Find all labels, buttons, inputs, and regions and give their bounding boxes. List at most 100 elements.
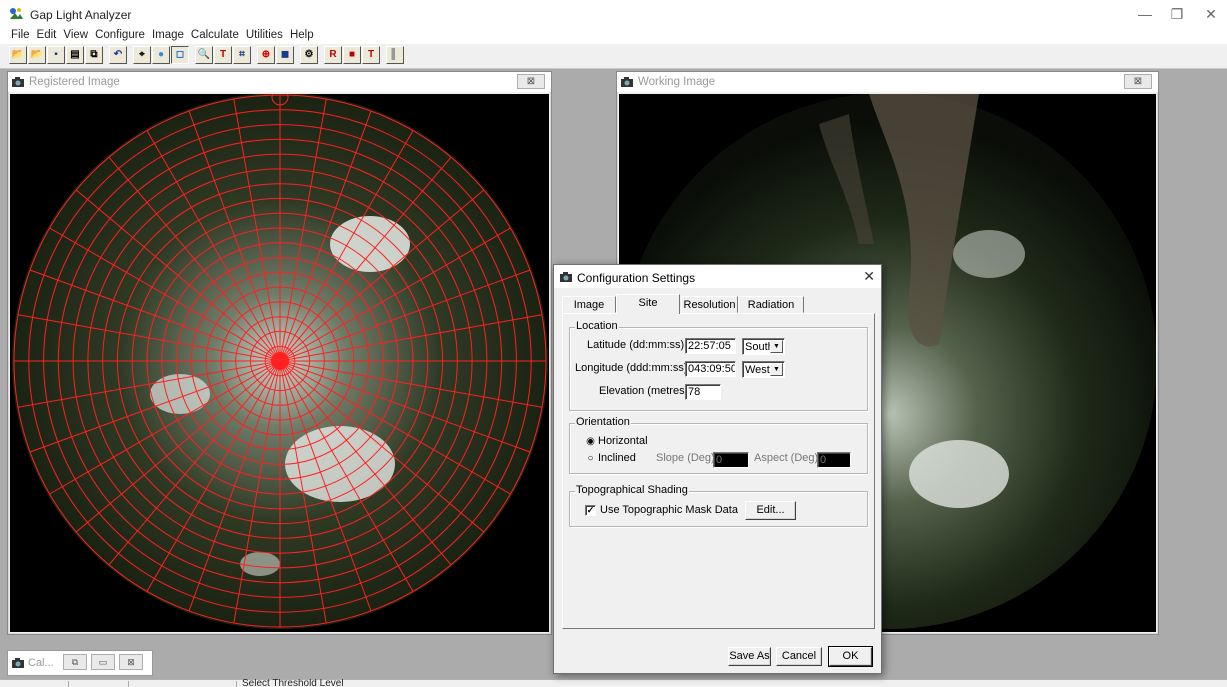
inclined-radio[interactable]: ○ (587, 453, 594, 464)
configure-button[interactable]: ⚙ (300, 46, 318, 64)
azimuth-line (279, 156, 452, 362)
location-group: Location Latitude (dd:mm:ss): 22:57:05 S… (569, 320, 868, 411)
azimuth-line (279, 110, 372, 362)
working-image-close-button[interactable]: ⊠ (1124, 74, 1152, 89)
color-button[interactable]: ■ (343, 46, 361, 64)
azimuth-line (279, 360, 327, 624)
overlay-button[interactable]: ⊕ (257, 46, 275, 64)
save-button[interactable]: ▪ (47, 46, 65, 64)
fisheye-button[interactable]: ● (152, 46, 170, 64)
azimuth-line (279, 269, 531, 362)
working-image-button[interactable]: ◻ (171, 46, 189, 64)
azimuth-line (17, 314, 281, 362)
toolbar: 📂 📂 ▪ ▤ ⧉ ↶ ⌖ ● ◻ 🔍 T ⌗ ⊕ ◼ ⚙ R ■ T ▌ (0, 44, 1227, 69)
aspect-input[interactable]: 0 (817, 452, 851, 468)
tab-site[interactable]: Site (616, 294, 680, 314)
working-image-titlebar[interactable]: Working Image ⊠ (617, 72, 1158, 92)
latitude-label: Latitude (dd:mm:ss): (587, 339, 688, 351)
elevation-input[interactable]: 78 (685, 384, 721, 400)
edit-mask-button[interactable]: Edit... (745, 501, 796, 520)
main-titlebar: Gap Light Analyzer — ❐ ✕ (0, 0, 1227, 26)
frame-button[interactable]: ◼ (276, 46, 294, 64)
azimuth-line (279, 360, 511, 495)
minimized-restore-button[interactable]: ⧉ (63, 654, 87, 670)
azimuth-line (279, 130, 414, 362)
azimuth-line (49, 360, 281, 495)
azimuth-line (279, 227, 511, 362)
azimuth-line (279, 98, 327, 362)
azimuth-line (146, 130, 281, 362)
topographic-group-title: Topographical Shading (575, 484, 689, 496)
minimized-maximize-button[interactable]: ▭ (91, 654, 115, 670)
menu-image[interactable]: Image (151, 29, 184, 41)
minimize-button[interactable]: — (1138, 6, 1152, 22)
topographic-mask-checkbox[interactable]: ✓ (585, 505, 596, 516)
longitude-hemisphere-select[interactable]: West ▼ (742, 361, 785, 378)
orientation-group: Orientation ◉ Horizontal ○ Inclined Slop… (569, 416, 868, 474)
undo-button[interactable]: ↶ (109, 46, 127, 64)
longitude-input[interactable]: 043:09:50 (685, 361, 736, 377)
dialog-titlebar[interactable]: Configuration Settings ✕ (554, 265, 881, 288)
statusbar-text: Select Threshold Level (242, 679, 344, 686)
ok-button[interactable]: OK (828, 646, 873, 667)
configuration-dialog[interactable]: Configuration Settings ✕ Image Site Reso… (553, 264, 882, 674)
restore-button[interactable]: ❐ (1170, 6, 1184, 22)
azimuth-line (279, 360, 543, 408)
registered-image-close-button[interactable]: ⊠ (517, 74, 545, 89)
zoom-button[interactable]: 🔍 (195, 46, 213, 64)
latitude-hemisphere-value: South (745, 341, 774, 353)
latitude-hemisphere-select[interactable]: South ▼ (742, 338, 785, 355)
tab-radiation[interactable]: Radiation (738, 296, 804, 313)
aspect-label: Aspect (Deg): (754, 452, 822, 464)
menu-help[interactable]: Help (289, 29, 314, 41)
dialog-title: Configuration Settings (577, 271, 696, 285)
azimuth-line (279, 360, 452, 566)
menu-view[interactable]: View (63, 29, 89, 41)
horizontal-radio[interactable]: ◉ (586, 436, 595, 447)
chevron-down-icon[interactable]: ▼ (770, 340, 783, 353)
latitude-input[interactable]: 22:57:05 (685, 338, 736, 354)
register-button[interactable]: ⌖ (133, 46, 151, 64)
menubar: File Edit View Configure Image Calculate Utili… (0, 26, 1227, 44)
azimuth-line (279, 360, 531, 453)
tab-image[interactable]: Image (562, 296, 616, 313)
slope-input[interactable]: 0 (713, 452, 749, 468)
horizontal-label: Horizontal (598, 435, 648, 447)
path-button[interactable]: R (324, 46, 342, 64)
azimuth-line (29, 269, 281, 362)
chevron-down-icon[interactable]: ▼ (770, 363, 783, 376)
close-button[interactable]: ✕ (1205, 6, 1217, 22)
crop-button[interactable]: ⌗ (233, 46, 251, 64)
registered-image-canvas[interactable] (10, 94, 549, 632)
azimuth-line (49, 227, 281, 362)
minimized-close-button[interactable]: ⊠ (119, 654, 143, 670)
threshold-button[interactable]: T (214, 46, 232, 64)
disabled-button[interactable]: ▌ (386, 46, 404, 64)
statusbar-divider (128, 681, 129, 687)
azimuth-line (188, 110, 281, 362)
open-registered-button[interactable]: 📂 (28, 46, 46, 64)
print-button[interactable]: ▤ (66, 46, 84, 64)
inclined-label: Inclined (598, 452, 636, 464)
window-camera-icon (12, 658, 24, 668)
copy-button[interactable]: ⧉ (85, 46, 103, 64)
dialog-close-button[interactable]: ✕ (863, 268, 875, 284)
menu-edit[interactable]: Edit (36, 29, 57, 41)
menu-utilities[interactable]: Utilities (245, 29, 283, 41)
registered-image-window[interactable]: Registered Image ⊠ (7, 71, 552, 635)
save-as-button[interactable]: Save As (728, 647, 771, 666)
azimuth-line (75, 189, 281, 362)
statusbar-divider (68, 681, 69, 687)
tab-resolution[interactable]: Resolution (681, 296, 738, 313)
cancel-button[interactable]: Cancel (776, 647, 822, 666)
text-button[interactable]: T (362, 46, 380, 64)
menu-file[interactable]: File (11, 29, 30, 41)
registered-image-titlebar[interactable]: Registered Image ⊠ (8, 72, 551, 92)
window-camera-icon (621, 77, 633, 87)
open-button[interactable]: 📂 (9, 46, 27, 64)
azimuth-line (279, 360, 372, 612)
menu-calculate[interactable]: Calculate (190, 29, 239, 41)
minimized-calc-window[interactable]: Cal... ⧉ ▭ ⊠ (7, 650, 153, 676)
azimuth-line (29, 360, 281, 453)
menu-configure[interactable]: Configure (95, 29, 145, 41)
